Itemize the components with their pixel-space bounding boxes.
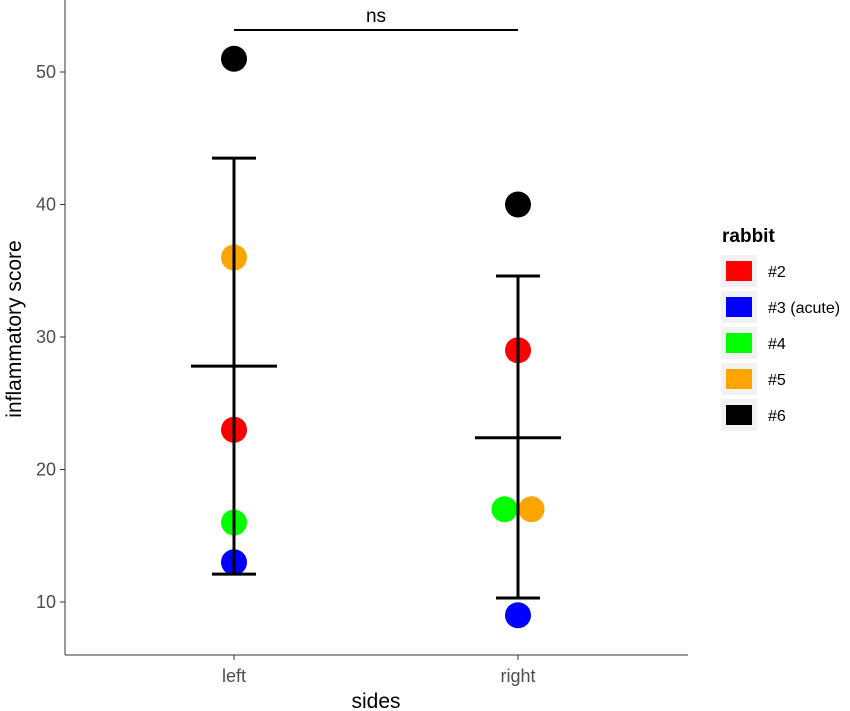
y-tick-label: 40 — [36, 195, 56, 215]
significance-label: ns — [366, 6, 386, 27]
y-axis-title: inflammatory score — [3, 240, 26, 417]
legend-swatch — [726, 369, 752, 389]
x-axis-title: sides — [351, 690, 400, 711]
legend: rabbit #2 #3 (acute) #4 #5 #6 — [721, 226, 840, 431]
legend-label: #5 — [768, 372, 786, 389]
legend-label: #3 (acute) — [768, 300, 840, 317]
y-tick-label: 10 — [36, 592, 56, 612]
legend-swatch — [726, 297, 752, 317]
legend-label: #4 — [768, 336, 786, 353]
legend-title: rabbit — [722, 226, 775, 247]
y-tick-label: 20 — [36, 460, 56, 480]
data-point — [221, 45, 247, 72]
legend-label: #2 — [768, 264, 786, 281]
y-tick-label: 30 — [36, 327, 56, 347]
axes: 10 20 30 40 50 left right sides inflammatory sco… — [3, 0, 688, 711]
legend-swatch — [726, 261, 752, 281]
legend-swatch — [726, 405, 752, 425]
x-tick-label: right — [500, 666, 535, 686]
data-point — [518, 496, 545, 523]
x-tick-label: left — [222, 666, 246, 686]
y-tick-label: 50 — [36, 62, 56, 82]
data-point — [505, 191, 531, 218]
data-point — [491, 496, 518, 523]
legend-label: #6 — [768, 408, 786, 425]
data-point — [505, 602, 531, 629]
chart-marks: ns — [191, 6, 561, 629]
legend-swatch — [726, 333, 752, 353]
